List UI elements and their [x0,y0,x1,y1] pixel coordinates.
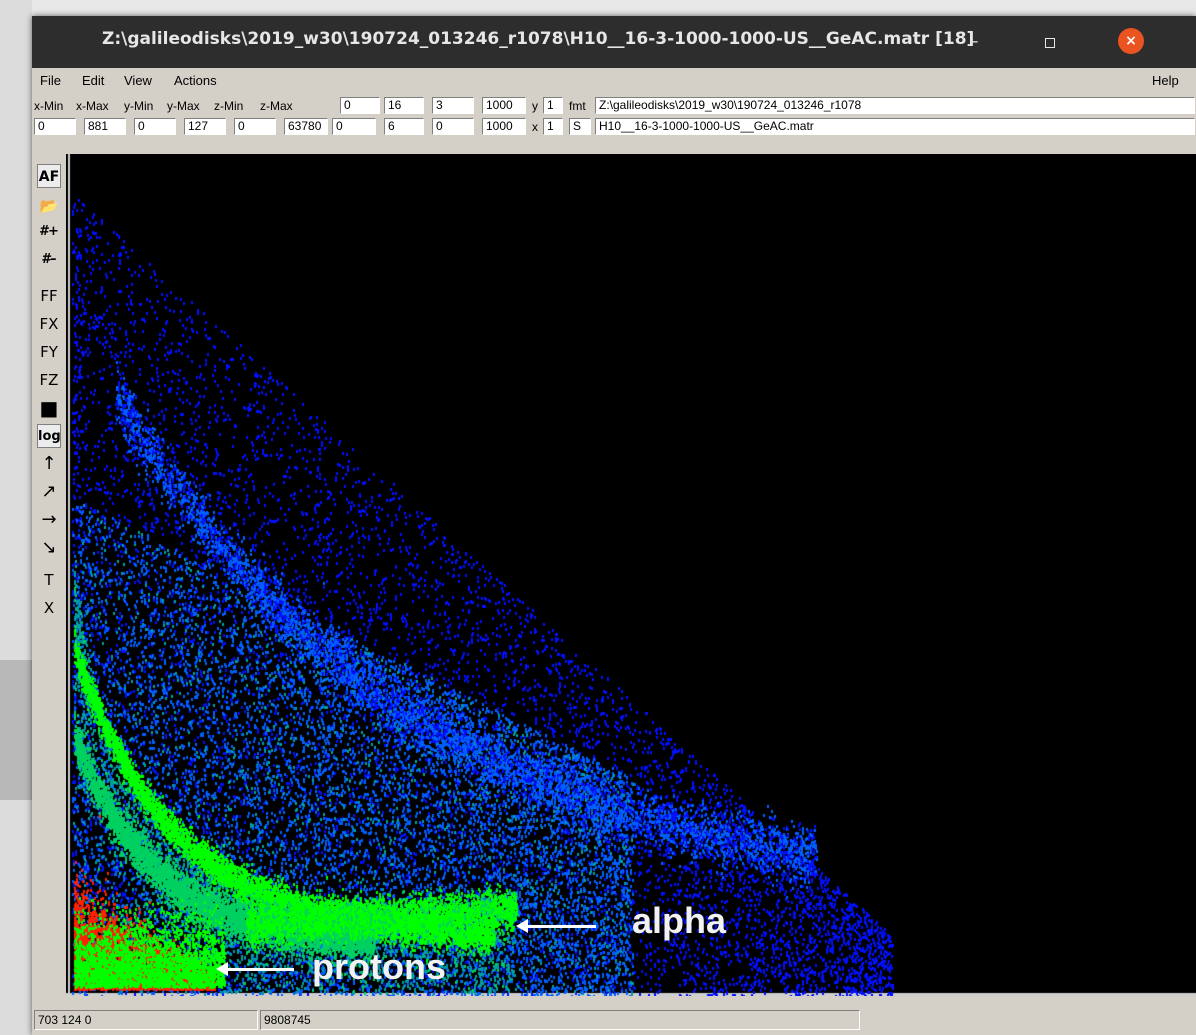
arrow-right-icon[interactable]: → [41,509,57,530]
y-min-field[interactable]: 0 [134,118,176,135]
menu-actions[interactable]: Actions [174,73,217,88]
fz-button[interactable]: FZ [39,371,59,389]
menu-file[interactable]: File [40,73,61,88]
label-z-min: z-Min [214,99,244,113]
x-min-field[interactable]: 0 [34,118,76,135]
s-field[interactable]: S [569,118,591,135]
fx-button[interactable]: FX [39,315,59,333]
cursor-readout: 703 124 0 [34,1010,258,1030]
z-max-field[interactable]: 63780 [284,118,328,135]
log-toggle[interactable]: log [37,424,61,448]
ff-button[interactable]: FF [40,287,58,305]
x-max-field[interactable]: 881 [84,118,126,135]
label-z-max: z-Max [260,99,293,113]
minimize-button[interactable]: – [969,31,979,52]
param-field[interactable]: 3 [432,97,474,114]
param-field[interactable]: 1000 [482,118,526,135]
application-window: Z:\galileodisks\2019_w30\190724_013246_r… [32,16,1196,1035]
fill-square-icon[interactable]: ■ [39,396,59,420]
autofit-button[interactable]: AF [37,164,61,188]
label-fmt: fmt [569,99,586,113]
menu-view[interactable]: View [124,73,152,88]
status-bar: 703 124 0 9808745 [32,1008,1196,1035]
arrow-up-right-icon[interactable]: ↗ [41,481,57,502]
desktop-background [0,0,32,1035]
param-field[interactable]: 0 [332,118,376,135]
param-row-2: 0 881 0 127 0 63780 0 6 0 1000 x 1 S H10… [32,117,1196,137]
menu-help[interactable]: Help [1152,73,1179,88]
label-y: y [532,99,538,113]
open-folder-icon[interactable]: 📂 [39,197,59,215]
window-title: Z:\galileodisks\2019_w30\190724_013246_r… [102,29,975,49]
maximize-button[interactable] [1035,27,1065,57]
zoom-in-button[interactable]: #+ [39,224,59,239]
y-max-field[interactable]: 127 [184,118,226,135]
maximize-icon [1045,37,1055,48]
arrow-down-right-icon[interactable]: ↘ [41,537,57,558]
param-field[interactable]: 0 [432,118,474,135]
menu-edit[interactable]: Edit [82,73,105,88]
label-x-max: x-Max [76,99,109,113]
protons-arrow [216,962,294,976]
close-button[interactable]: × [1118,28,1144,54]
protons-label: protons [312,946,446,987]
fy-button[interactable]: FY [40,343,58,361]
title-bar[interactable]: Z:\galileodisks\2019_w30\190724_013246_r… [32,16,1196,68]
tool-palette: AF 📂 #+ #– FF FX FY FZ ■ log ↑ ↗ → ↘ T X [34,162,62,1002]
close-tool-button[interactable]: X [43,599,55,617]
alpha-arrow [516,919,596,933]
desktop-panel [0,660,32,800]
param-field[interactable]: 16 [384,97,424,114]
histogram-canvas[interactable] [66,154,1196,996]
arrow-up-icon[interactable]: ↑ [41,453,57,474]
path-field[interactable]: Z:\galileodisks\2019_w30\190724_013246_r… [595,97,1195,114]
label-x-min: x-Min [34,99,64,113]
x-step-field[interactable]: 1 [543,118,563,135]
menu-bar: File Edit View Actions Help [32,70,1196,90]
text-tool-button[interactable]: T [44,571,54,589]
alpha-label: alpha [632,900,727,941]
label-y-min: y-Min [124,99,154,113]
param-field[interactable]: 1000 [482,97,526,114]
y-step-field[interactable]: 1 [543,97,563,114]
label-x: x [532,120,538,134]
param-row-1: x-Min x-Max y-Min y-Max z-Min z-Max 0 16… [32,96,1196,116]
filename-field[interactable]: H10__16-3-1000-1000-US__GeAC.matr [595,118,1195,135]
histogram-2d-plot[interactable]: alpha protons [66,154,1196,996]
param-field[interactable]: 6 [384,118,424,135]
label-y-max: y-Max [167,99,200,113]
zoom-out-button[interactable]: #– [41,252,57,267]
total-counts: 9808745 [260,1010,860,1030]
param-field[interactable]: 0 [340,97,380,114]
z-min-field[interactable]: 0 [234,118,276,135]
